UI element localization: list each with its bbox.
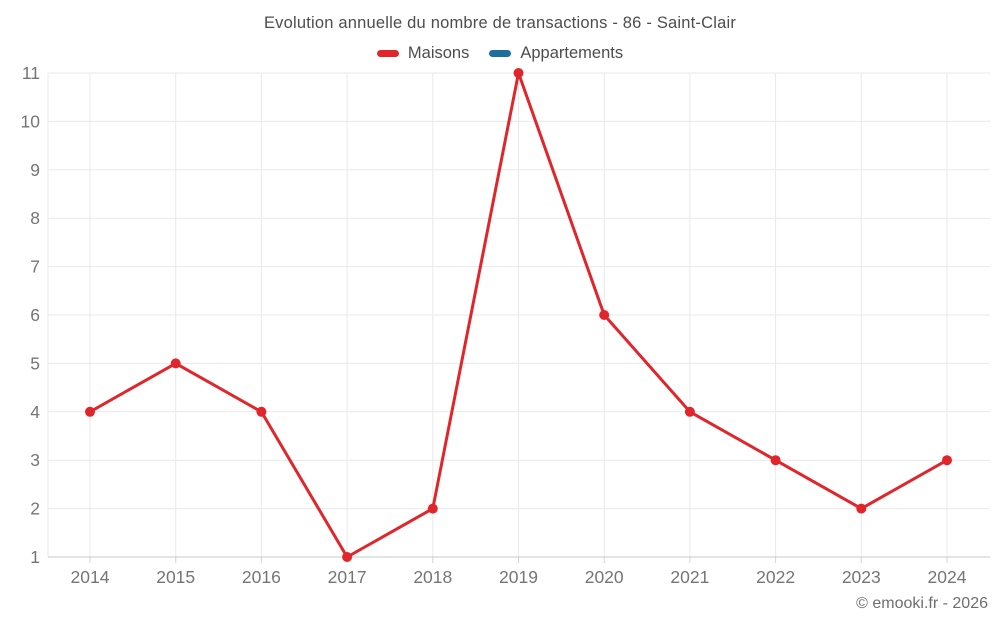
y-axis-tick-label: 5 xyxy=(30,353,40,373)
maisons-point-2021[interactable] xyxy=(684,406,695,417)
maisons-point-2015[interactable] xyxy=(170,358,181,369)
y-axis-tick-label: 9 xyxy=(30,160,40,180)
x-axis-tick-label: 2023 xyxy=(842,567,881,587)
x-axis-tick-label: 2018 xyxy=(413,567,452,587)
legend-item-maisons[interactable]: Maisons xyxy=(376,44,470,63)
y-axis-tick-label: 8 xyxy=(30,208,40,228)
copyright-watermark: © emooki.fr - 2026 xyxy=(856,595,988,612)
maisons-point-2022[interactable] xyxy=(770,455,781,466)
maisons-point-2014[interactable] xyxy=(85,406,95,417)
y-axis-tick-label: 10 xyxy=(21,111,41,131)
x-axis-tick-label: 2019 xyxy=(499,567,538,587)
y-axis-tick-label: 6 xyxy=(30,305,40,325)
chart-title: Evolution annuelle du nombre de transact… xyxy=(263,14,737,32)
x-axis-tick-label: 2021 xyxy=(670,567,709,587)
y-axis-tick-label: 4 xyxy=(30,402,40,422)
appartements-swatch-icon xyxy=(489,50,512,57)
maisons-swatch-icon xyxy=(376,50,399,57)
y-axis-tick-label: 2 xyxy=(30,499,40,519)
x-axis-tick-label: 2020 xyxy=(585,567,624,587)
y-axis-tick-label: 1 xyxy=(30,547,40,567)
y-axis-tick-label: 11 xyxy=(22,63,40,83)
legend-item-appartements[interactable]: Appartements xyxy=(489,44,623,63)
x-axis-tick-label: 2014 xyxy=(71,567,110,587)
x-axis-tick-label: 2024 xyxy=(928,567,967,587)
x-axis-tick-label: 2017 xyxy=(328,567,367,587)
maisons-point-2019[interactable] xyxy=(513,68,524,78)
legend-label-appartements: Appartements xyxy=(520,44,624,62)
chart-legend: Maisons Appartements xyxy=(0,44,1000,63)
maisons-point-2018[interactable] xyxy=(427,503,438,514)
maisons-point-2020[interactable] xyxy=(599,310,610,320)
x-axis-tick-label: 2015 xyxy=(156,567,195,587)
y-axis-tick-label: 3 xyxy=(30,450,40,470)
y-axis-tick-label: 7 xyxy=(30,257,40,277)
maisons-point-2017[interactable] xyxy=(342,552,353,562)
maisons-point-2024[interactable] xyxy=(942,455,952,466)
x-axis-tick-label: 2016 xyxy=(242,567,281,587)
maisons-point-2023[interactable] xyxy=(856,503,867,514)
maisons-point-2016[interactable] xyxy=(256,406,267,417)
legend-label-maisons: Maisons xyxy=(407,44,470,62)
x-axis-tick-label: 2022 xyxy=(756,567,795,587)
